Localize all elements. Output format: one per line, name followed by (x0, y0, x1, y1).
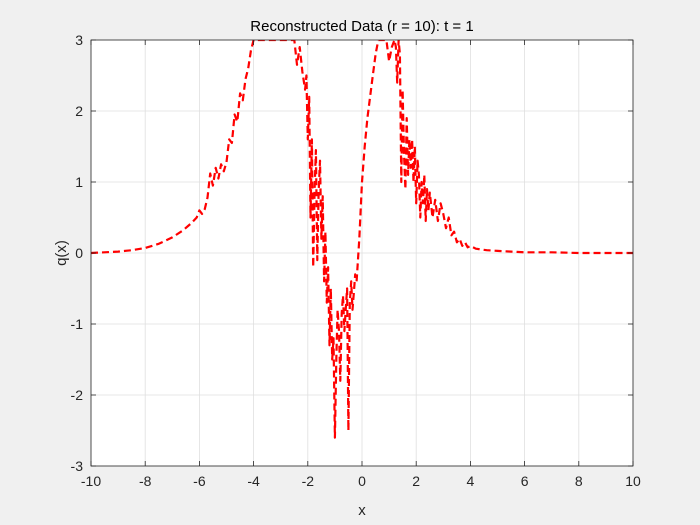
y-tick-label: -1 (71, 316, 84, 332)
data-layer (91, 40, 633, 439)
x-tick-label: 0 (358, 473, 366, 489)
x-tick-label: -6 (193, 473, 206, 489)
x-tick-label: 10 (625, 473, 641, 489)
y-tick-label: -3 (71, 458, 84, 474)
x-tick-label: -2 (302, 473, 315, 489)
chart-title: Reconstructed Data (r = 10): t = 1 (250, 18, 473, 35)
y-tick-label: 1 (75, 174, 83, 190)
x-tick-label: 8 (575, 473, 583, 489)
y-axis-label: q(x) (53, 240, 70, 266)
x-tick-label: 2 (412, 473, 420, 489)
x-tick-label: 4 (467, 473, 475, 489)
y-tick-label: 2 (75, 103, 83, 119)
x-tick-label: -4 (247, 473, 260, 489)
x-tick-label: 6 (521, 473, 529, 489)
y-tick-label: -2 (71, 387, 84, 403)
x-tick-label: -10 (81, 473, 101, 489)
y-tick-label: 0 (75, 245, 83, 261)
x-axis-label: x (358, 502, 366, 519)
y-tick-label: 3 (75, 32, 83, 48)
x-tick-label: -8 (139, 473, 152, 489)
series-line-0 (91, 40, 633, 439)
